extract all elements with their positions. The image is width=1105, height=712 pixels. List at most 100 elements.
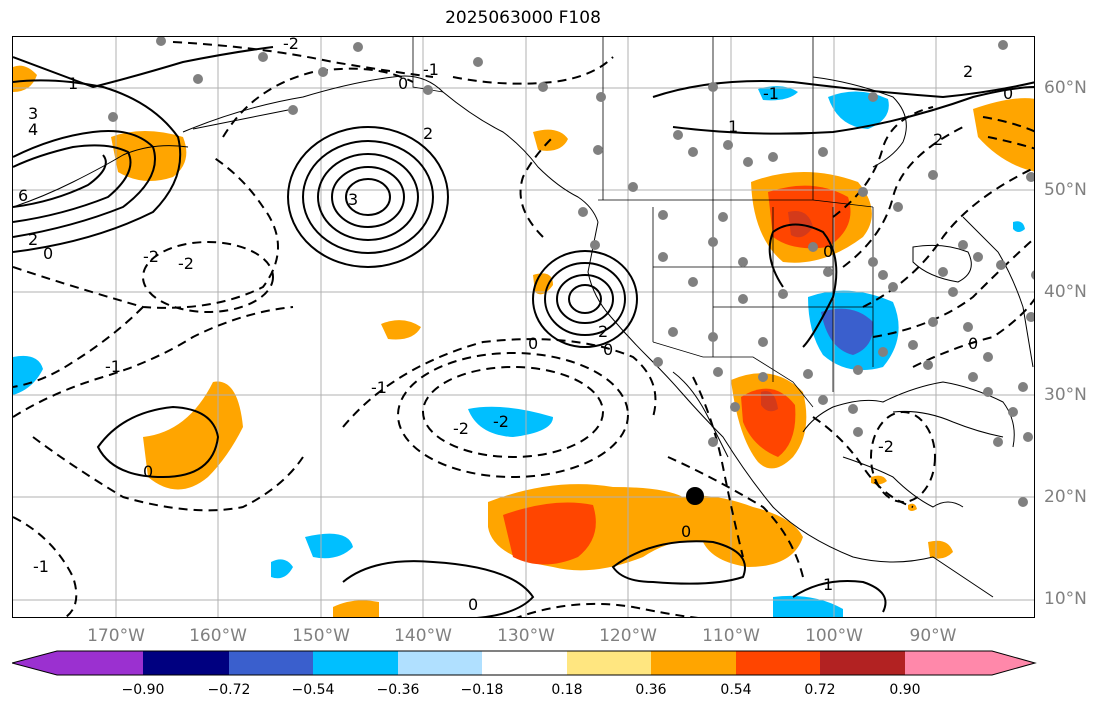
station-dot [658,210,668,220]
station-dot [653,357,663,367]
colorbar-tick-label: −0.54 [291,682,335,698]
orange-patch [381,320,421,340]
station-dot [1026,172,1034,182]
contour-solid [13,130,156,238]
lat-label: 30°N [1044,385,1087,405]
colorbar-segment [736,651,820,675]
station-dot [738,257,748,267]
contour-dashed [32,436,304,512]
contour-label: 0 [603,340,613,359]
gulf-coast [802,381,1015,448]
station-dot [803,369,813,379]
station-dot [908,340,918,350]
alaska-canada-border [412,37,444,93]
station-dot [668,327,678,337]
contour-label: 2 [423,124,433,143]
contour-label: 1 [68,74,78,93]
station-dot [928,317,938,327]
contour-solid [342,560,535,617]
colorbar-tick-label: 0.72 [804,682,836,698]
contour-label: 1 [728,117,738,136]
shaded-anomalies [13,65,1034,617]
contour-label: -1 [763,84,779,103]
contour-label: 0 [681,522,691,541]
station-dot [768,152,778,162]
station-dot [473,57,483,67]
colorbar-segment [905,651,1035,675]
colorbar-tick-label: 0.54 [720,682,752,698]
contour-dashed [13,516,78,617]
contour-solid [331,166,405,228]
contour-solid [96,405,220,479]
colorbar-segment [651,651,736,675]
yucatan-coast [842,456,964,508]
station-dot [743,157,753,167]
alaska-coast [182,75,599,223]
contour-dashed [397,352,629,478]
orange-patch [143,381,243,490]
colorbar-tick-label: 0.36 [635,682,667,698]
station-dot [353,42,363,52]
station-dot [1023,432,1033,442]
contour-dashed [872,237,1034,338]
contour-label: 0 [468,595,478,614]
contour-label: 0 [43,244,53,263]
station-dot [853,365,863,375]
contour-solid [532,250,638,348]
great-lakes [912,244,972,283]
lat-label: 20°N [1044,487,1087,507]
lon-label: 150°W [292,626,350,646]
blue-patch [773,595,843,617]
station-dot [538,82,548,92]
station-dot [578,207,588,217]
station-dot [818,147,828,157]
lat-label: 60°N [1044,78,1087,98]
station-dot [1031,270,1034,280]
contour-label: -1 [371,378,387,397]
colorbar-tick-label: −0.90 [121,682,165,698]
contour-dashed [692,376,744,558]
contour-dashed [519,136,554,238]
station-dot [758,337,768,347]
map-title: 2025063000 F108 [445,8,601,28]
contour-solid [611,540,746,585]
station-dot [708,437,718,447]
us-mexico-border [652,341,814,408]
contour-label: 3 [348,190,358,209]
contour-dashed [912,298,1034,368]
red-patch [768,185,851,249]
lon-label: 170°W [87,626,145,646]
canada-us-border [598,199,874,208]
station-dot [288,105,298,115]
station-dot [738,294,748,304]
lat-label: 40°N [1044,282,1087,302]
red-patch [741,388,796,457]
station-dot [878,347,888,357]
contour-dashed [667,456,804,578]
colorbar-segment [398,651,482,675]
station-dot [888,282,898,292]
contour-label-layer: -2 -2 -2 -2 -2 -2 -1 -1 -1 -1 -1 0 0 0 0… [18,37,1013,614]
contour-label: 0 [823,242,833,261]
station-dot [718,212,728,222]
contour-solid [556,274,614,324]
contour-solid [792,580,887,613]
station-dot [823,267,833,277]
station-dot [948,287,958,297]
contour-label: -1 [33,557,49,576]
contour-solid [13,46,274,89]
colorbar-outline [12,650,1037,676]
lat-label: 10°N [1044,589,1087,609]
lon-label: 100°W [805,626,863,646]
station-dot [723,140,733,150]
station-dot [973,252,983,262]
station-dot [713,367,723,377]
station-dot [628,182,638,192]
contour-label: -2 [453,419,469,438]
contour-label: 2 [28,230,38,249]
contour-label: 0 [398,74,408,93]
station-dot [156,37,166,46]
lon-label: 130°W [497,626,555,646]
station-dot [318,67,328,77]
station-dot [996,260,1006,270]
